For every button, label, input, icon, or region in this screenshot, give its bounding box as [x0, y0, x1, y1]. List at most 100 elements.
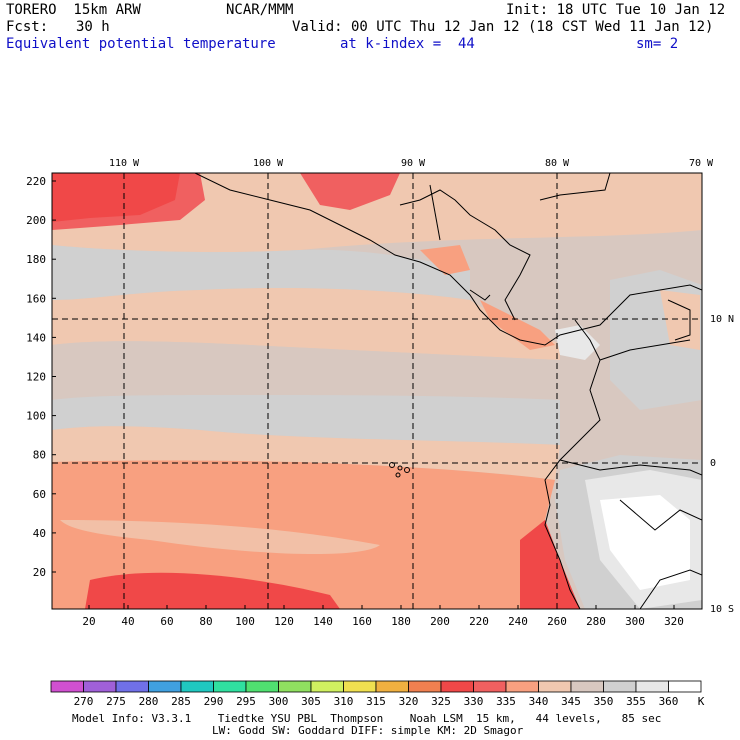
colorbar-label: 295: [236, 695, 256, 708]
colorbar-label: 305: [301, 695, 321, 708]
colorbar-swatch: [570, 680, 604, 693]
colorbar-swatch: [505, 680, 539, 693]
band-340-mid: [52, 288, 560, 360]
y-tick-label: 40: [33, 527, 46, 540]
x-tick-label: 60: [160, 615, 173, 628]
lat-label: 10 N: [710, 314, 734, 325]
y-tick-label: 220: [26, 175, 46, 188]
colorbar-swatch: [115, 680, 149, 693]
band-350-north: [52, 245, 470, 300]
x-tick-label: 100: [235, 615, 255, 628]
smoothing-info: sm= 2: [636, 36, 679, 52]
colorbar-swatch: [83, 680, 117, 693]
forecast-label: Fcst:: [6, 19, 49, 35]
band-340-south: [52, 426, 560, 480]
lon-label: 110 W: [109, 158, 140, 169]
hot-region-south: [85, 572, 340, 609]
forecast-hour: 30 h: [76, 19, 110, 35]
x-axis: 20 40 60 80 100 120 140 160 180 200 220 240 260 280 30…: [82, 605, 684, 628]
x-tick-label: 260: [547, 615, 567, 628]
colorbar-swatch: [473, 680, 507, 693]
colorbar-label: 330: [463, 695, 484, 708]
level-info: at k-index = 44: [340, 36, 475, 52]
x-tick-label: 280: [586, 615, 606, 628]
colorbar-label: 360: [658, 695, 679, 708]
y-tick-label: 140: [26, 331, 46, 344]
band-350-mid: [52, 395, 560, 445]
y-tick-label: 20: [33, 566, 46, 579]
hot-region-gulf: [300, 173, 400, 210]
colorbar-label: 350: [593, 695, 614, 708]
colorbar-label: 290: [203, 695, 224, 708]
y-tick-label: 120: [26, 371, 46, 384]
colorbar-unit: K: [697, 695, 705, 708]
colorbar-label: 320: [398, 695, 419, 708]
x-tick-label: 300: [625, 615, 645, 628]
band-335-south: [52, 460, 580, 609]
lon-labels: 110 W 100 W 90 W 80 W 70 W: [109, 158, 714, 169]
colorbar-swatch: [310, 680, 344, 693]
y-tick-label: 200: [26, 214, 46, 227]
band-345-mid: [52, 341, 560, 400]
x-tick-label: 240: [508, 615, 528, 628]
valid-time: Valid: 00 UTC Thu 12 Jan 12 (18 CST Wed …: [292, 19, 714, 35]
x-tick-label: 220: [469, 615, 489, 628]
colorbar-label: 340: [528, 695, 549, 708]
field-name: Equivalent potential temperature: [6, 36, 276, 52]
colorbar-swatch: [148, 680, 182, 693]
coastlines: [194, 173, 702, 609]
y-axis: 220 200 180 160 140 120 100 80 60 40 20: [26, 175, 56, 579]
x-tick-label: 320: [664, 615, 684, 628]
colorbar-label: 335: [496, 695, 516, 708]
colorbar-swatch: [635, 680, 669, 693]
colorbar-swatch: [343, 680, 377, 693]
colorbar: [50, 680, 702, 693]
x-tick-label: 40: [121, 615, 134, 628]
colorbar-swatch: [538, 680, 572, 693]
center-label: NCAR/MMM: [226, 2, 294, 18]
lon-label: 90 W: [401, 158, 426, 169]
model-info-line2: LW: Godd SW: Goddard DIFF: simple KM: 2D…: [212, 724, 524, 737]
colorbar-label: 275: [106, 695, 126, 708]
lat-labels: 10 N 0 10 S: [710, 314, 734, 615]
hot-core-nw: [52, 173, 180, 222]
colorbar-label: 285: [171, 695, 191, 708]
colorbar-swatch: [375, 680, 409, 693]
lat-label: 0: [710, 458, 716, 469]
x-tick-label: 140: [313, 615, 333, 628]
model-title: TORERO 15km ARW: [6, 2, 141, 18]
colorbar-label: 325: [431, 695, 451, 708]
lat-label: 10 S: [710, 604, 734, 615]
honduras-warm: [420, 245, 470, 275]
graticule: [52, 173, 702, 609]
andes-coldest: [600, 495, 690, 590]
colorbar-swatch: [408, 680, 442, 693]
band-340-north: [52, 173, 702, 253]
colorbar-label: 300: [268, 695, 289, 708]
x-tick-label: 80: [199, 615, 212, 628]
colorbar-swatch: [440, 680, 474, 693]
colorbar-label: 345: [561, 695, 581, 708]
plot-frame: [51, 172, 703, 610]
hot-region-peru: [520, 520, 580, 609]
init-time: Init: 18 UTC Tue 10 Jan 12: [506, 2, 726, 18]
lon-label: 100 W: [253, 158, 284, 169]
lon-label: 70 W: [689, 158, 714, 169]
colorbar-swatch: [668, 680, 702, 693]
colorbar-swatch: [180, 680, 214, 693]
y-tick-label: 60: [33, 488, 46, 501]
colorbar-label: 270: [73, 695, 94, 708]
colorbar-swatch: [245, 680, 279, 693]
colorbar-swatch: [50, 680, 84, 693]
colorbar-swatch: [213, 680, 247, 693]
x-tick-label: 20: [82, 615, 95, 628]
colorbar-swatch: [278, 680, 312, 693]
x-tick-label: 120: [274, 615, 294, 628]
x-tick-label: 180: [391, 615, 411, 628]
colorbar-label: 315: [366, 695, 386, 708]
colorbar-swatch: [603, 680, 637, 693]
x-tick-label: 160: [352, 615, 372, 628]
colorbar-label: 355: [626, 695, 646, 708]
colorbar-label: 280: [138, 695, 159, 708]
